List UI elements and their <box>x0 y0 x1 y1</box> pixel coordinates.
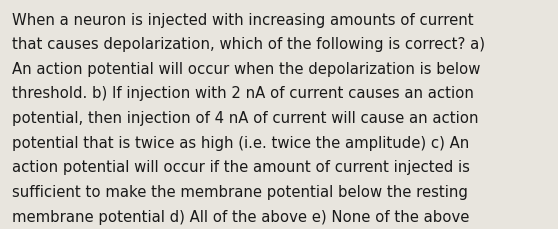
Text: threshold. b) If injection with 2 nA of current causes an action: threshold. b) If injection with 2 nA of … <box>12 86 474 101</box>
Text: that causes depolarization, which of the following is correct? a): that causes depolarization, which of the… <box>12 37 485 52</box>
Text: When a neuron is injected with increasing amounts of current: When a neuron is injected with increasin… <box>12 13 474 27</box>
Text: potential, then injection of 4 nA of current will cause an action: potential, then injection of 4 nA of cur… <box>12 111 479 125</box>
Text: action potential will occur if the amount of current injected is: action potential will occur if the amoun… <box>12 160 470 174</box>
Text: An action potential will occur when the depolarization is below: An action potential will occur when the … <box>12 62 480 76</box>
Text: sufficient to make the membrane potential below the resting: sufficient to make the membrane potentia… <box>12 184 468 199</box>
Text: membrane potential d) All of the above e) None of the above: membrane potential d) All of the above e… <box>12 209 470 224</box>
Text: potential that is twice as high (i.e. twice the amplitude) c) An: potential that is twice as high (i.e. tw… <box>12 135 469 150</box>
